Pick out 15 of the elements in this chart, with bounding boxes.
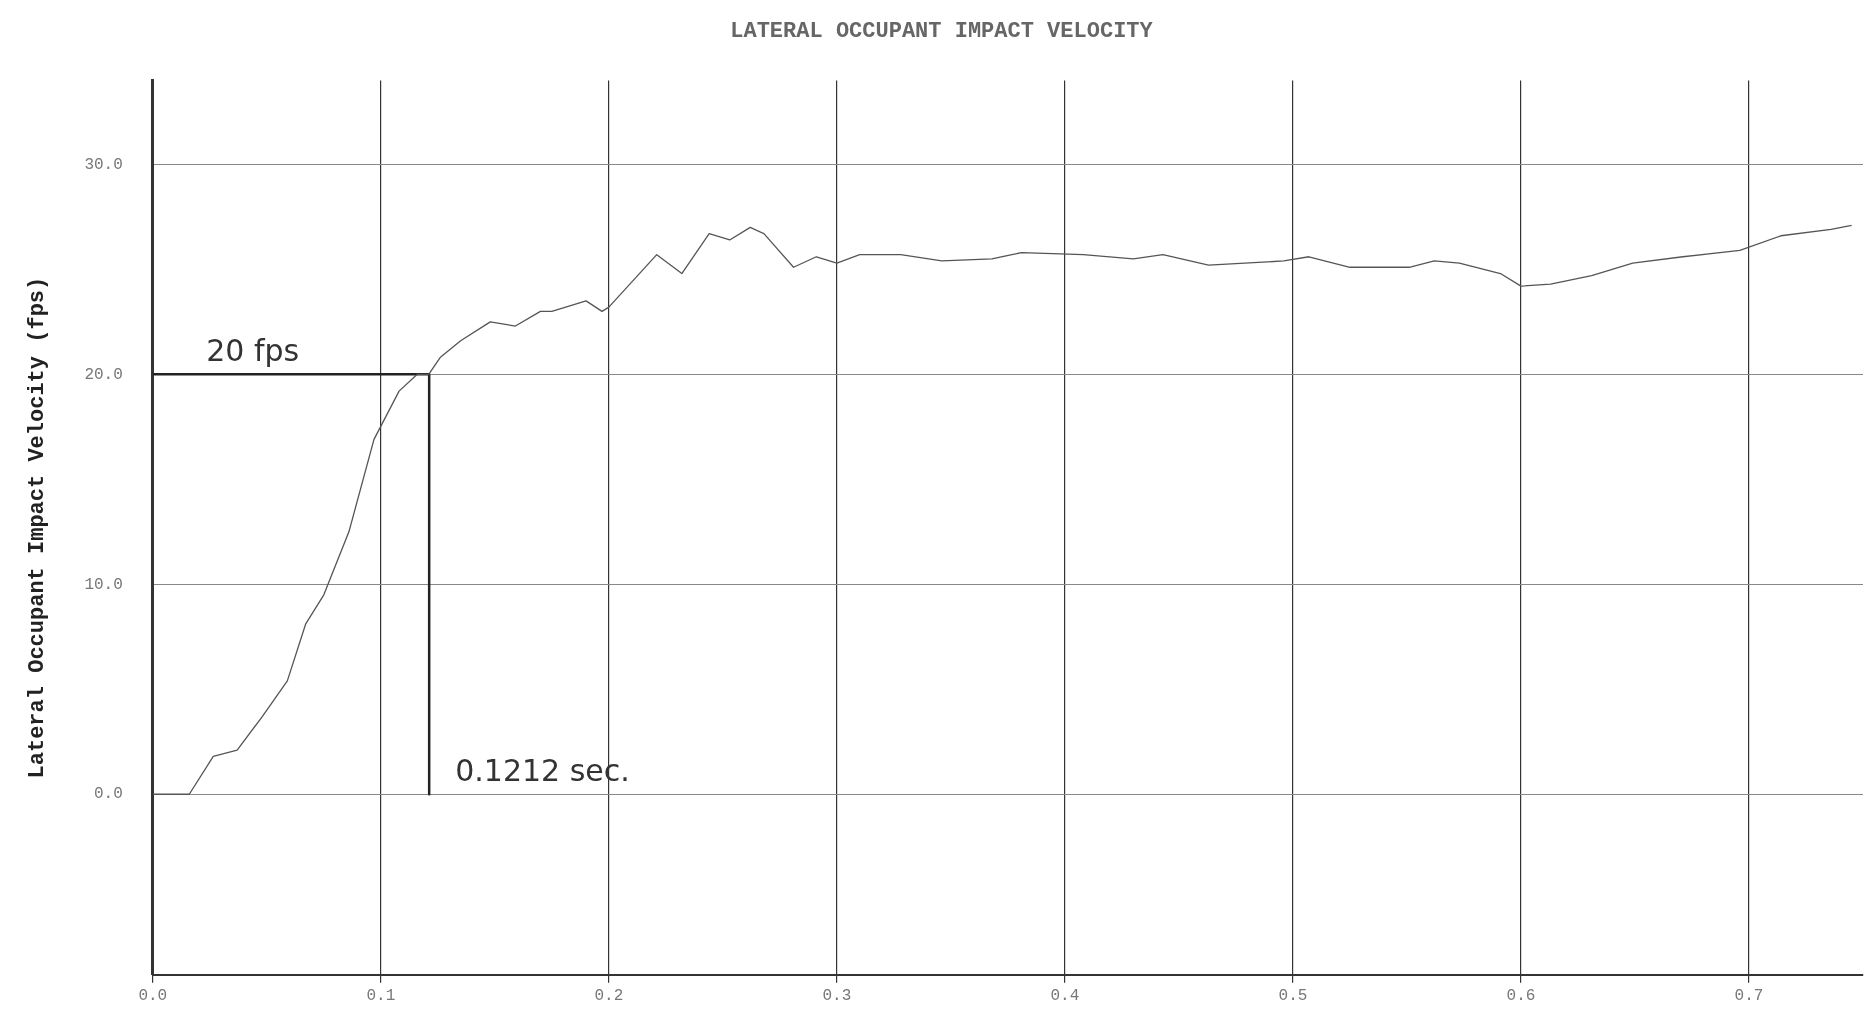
x-tick-label: 0.4 (1050, 986, 1080, 1005)
x-tick-label: 0.3 (822, 986, 852, 1005)
x-tick-label: 0.2 (594, 986, 624, 1005)
y-tick-label: 20.0 (84, 365, 123, 384)
y-tick-label: 10.0 (84, 575, 123, 594)
x-tick-label: 0.7 (1734, 986, 1764, 1005)
chart-title: LATERAL OCCUPANT IMPACT VELOCITY (730, 18, 1154, 44)
x-tick-label: 0.0 (138, 986, 168, 1005)
x-tick-label: 0.5 (1278, 986, 1308, 1005)
y-tick-label: 30.0 (84, 155, 123, 174)
annotation: 20 fps (206, 333, 300, 369)
y-axis-title: Lateral Occupant Impact Velocity (fps) (24, 276, 50, 779)
x-tick-label: 0.6 (1506, 986, 1536, 1005)
y-tick-label: 0.0 (93, 785, 123, 804)
x-tick-label: 0.1 (366, 986, 396, 1005)
